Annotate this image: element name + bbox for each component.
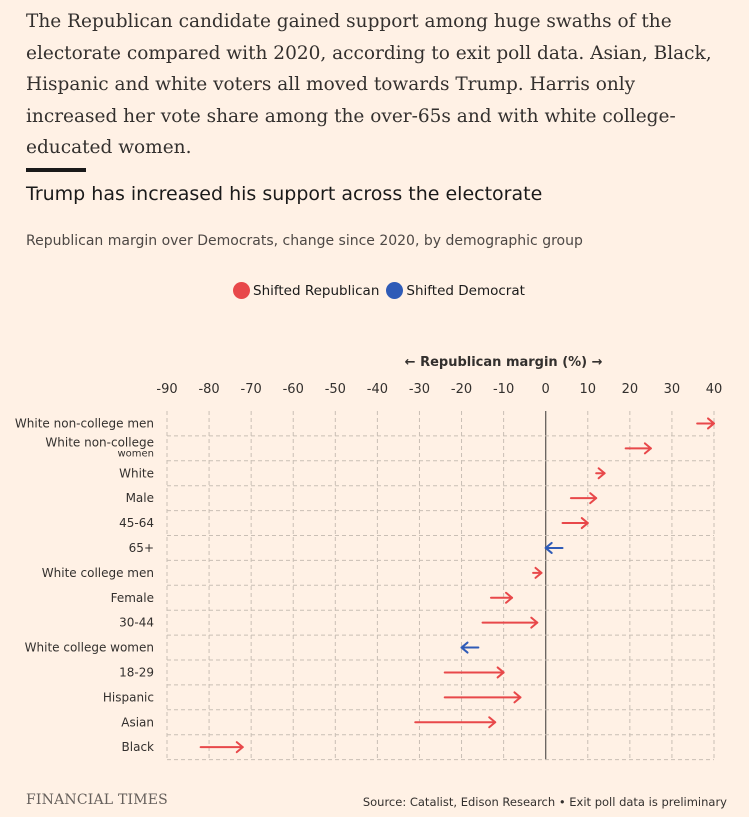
category-label: Asian xyxy=(121,715,154,729)
category-label: White college men xyxy=(42,566,154,580)
arrow-mark xyxy=(595,467,606,480)
category-label: Female xyxy=(111,591,154,605)
intro-paragraph: The Republican candidate gained support … xyxy=(26,11,712,158)
arrow-mark xyxy=(544,541,564,554)
arrow-mark xyxy=(460,641,480,654)
x-tick-label: 30 xyxy=(664,382,681,397)
legend-dot-republican xyxy=(233,282,250,299)
category-label: Hispanic xyxy=(103,690,154,704)
x-tick-label: -40 xyxy=(367,382,388,397)
x-tick-label: -20 xyxy=(451,382,472,397)
x-tick-label: -50 xyxy=(325,382,346,397)
category-label: 45-64 xyxy=(119,516,154,530)
ft-logo: FINANCIAL TIMES xyxy=(26,792,168,808)
arrow-mark xyxy=(561,517,589,530)
grid-layer xyxy=(166,411,715,761)
legend-item-democrat: Shifted Democrat xyxy=(386,282,525,299)
category-label: White non-college women xyxy=(45,435,154,459)
category-label: White college women xyxy=(25,641,154,655)
category-labels: White non-college men White non-college wo… xyxy=(15,416,154,754)
legend-item-republican: Shifted Republican xyxy=(233,282,379,299)
arrow-mark xyxy=(696,417,715,430)
arrow-mark xyxy=(624,442,652,455)
category-label: 65+ xyxy=(129,541,154,555)
x-tick-label: -60 xyxy=(283,382,304,397)
arrow-mark xyxy=(569,492,598,505)
tick-labels: -90 -80 -70 -60 -50 -40 -30 -20 -10 0 10 20 30 40 xyxy=(156,382,722,397)
arrow-mark xyxy=(443,666,505,679)
x-tick-label: 20 xyxy=(622,382,639,397)
chart-subtitle: Republican margin over Democrats, change… xyxy=(26,233,583,249)
category-label: 18-29 xyxy=(119,665,154,679)
source-note: Source: Catalist, Edison Research • Exit… xyxy=(362,795,727,809)
category-label: White non-college men xyxy=(15,416,154,430)
arrow-chart: ← Republican margin (%) → -90 -80 -70 -60 -5… xyxy=(15,355,722,761)
x-tick-label: -30 xyxy=(409,382,430,397)
category-label: White xyxy=(119,466,154,480)
arrow-marks xyxy=(199,417,715,754)
arrow-mark xyxy=(443,691,522,704)
x-tick-label: -70 xyxy=(241,382,262,397)
chart-title: Trump has increased his support across t… xyxy=(26,183,543,205)
x-tick-label: 0 xyxy=(542,382,550,397)
x-axis-title: ← Republican margin (%) → xyxy=(405,355,603,370)
arrow-mark xyxy=(481,616,539,629)
legend-dot-democrat xyxy=(386,282,404,299)
x-tick-label: -10 xyxy=(493,382,514,397)
x-tick-label: -90 xyxy=(156,382,177,397)
category-label: 30-44 xyxy=(119,616,154,630)
arrow-mark xyxy=(532,566,543,579)
arrow-mark xyxy=(414,716,497,729)
arrow-mark xyxy=(489,591,514,604)
chart-legend: Shifted Republican Shifted Democrat xyxy=(233,282,532,299)
legend-label-republican: Shifted Republican xyxy=(253,282,380,299)
x-tick-label: 10 xyxy=(579,382,596,397)
legend-label-democrat: Shifted Democrat xyxy=(406,282,525,299)
title-rule xyxy=(26,168,86,172)
x-tick-label: -80 xyxy=(198,382,219,397)
arrow-mark xyxy=(199,741,244,754)
category-label: Black xyxy=(122,740,155,754)
x-tick-label: 40 xyxy=(706,382,723,397)
category-label: Male xyxy=(126,491,154,505)
